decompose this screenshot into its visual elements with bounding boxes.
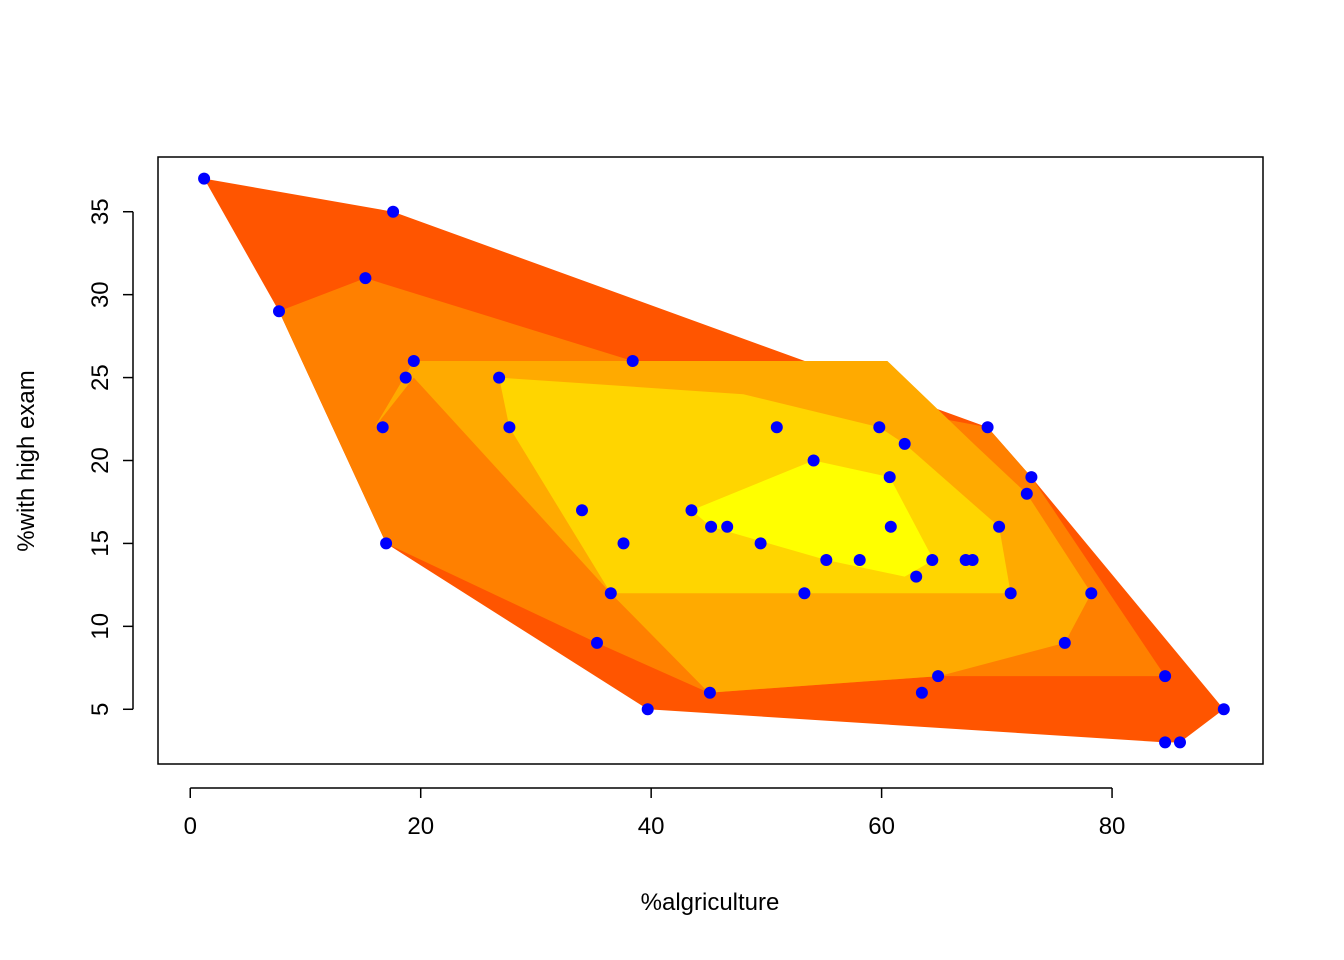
x-axis: 0 20 40 60 80 [184, 787, 1126, 840]
data-point [591, 636, 603, 649]
data-point [1025, 471, 1038, 484]
data-point [1159, 670, 1172, 683]
data-point [884, 520, 897, 533]
data-point [932, 670, 945, 683]
plot-frame [157, 156, 1264, 765]
data-point [873, 421, 886, 434]
x-axis-title: %algriculture [641, 889, 780, 916]
data-points [198, 172, 1230, 749]
data-point [359, 272, 372, 285]
data-point [1004, 587, 1017, 600]
y-tick-label: 35 [87, 198, 114, 225]
data-point [273, 305, 285, 318]
data-point [820, 554, 833, 566]
data-point [407, 355, 420, 367]
y-tick-label: 10 [87, 613, 114, 640]
data-point [883, 471, 896, 484]
data-point [981, 421, 994, 434]
data-point [770, 421, 783, 434]
data-point [1020, 487, 1033, 500]
y-tick-label: 25 [87, 364, 114, 391]
data-point [641, 703, 654, 716]
data-point [576, 504, 588, 517]
data-point [380, 537, 393, 550]
data-point [1159, 736, 1172, 749]
y-tick-label: 15 [87, 530, 114, 557]
data-point [376, 421, 389, 434]
data-point [993, 520, 1006, 533]
data-point [910, 570, 923, 583]
contour-band-5 [691, 460, 934, 577]
data-point [966, 554, 979, 566]
data-point [685, 504, 698, 517]
data-point [387, 205, 400, 218]
data-point [915, 686, 928, 699]
data-point [705, 520, 718, 533]
data-point [617, 537, 630, 550]
data-point [798, 587, 811, 600]
data-point [399, 371, 412, 384]
y-axis-title: %with high exam [13, 370, 40, 551]
y-tick-label: 20 [87, 447, 114, 474]
x-tick-label: 80 [1099, 813, 1126, 840]
data-point [754, 537, 767, 550]
data-point [1085, 587, 1098, 600]
x-tick-label: 20 [407, 813, 434, 840]
y-tick-label: 30 [87, 281, 114, 308]
x-tick-label: 0 [184, 813, 197, 840]
data-point [926, 554, 939, 566]
data-point [721, 520, 734, 533]
x-tick-label: 60 [868, 813, 895, 840]
data-point [503, 421, 516, 434]
data-point [1174, 736, 1186, 749]
data-point [1217, 703, 1230, 716]
data-point [703, 686, 716, 699]
data-point [807, 454, 820, 467]
data-point [604, 587, 617, 600]
data-point [626, 355, 639, 367]
contour-bands [204, 178, 1224, 743]
data-point [853, 554, 866, 566]
data-point [493, 371, 506, 384]
x-tick-label: 40 [638, 813, 665, 840]
data-point [1058, 636, 1071, 649]
data-point [898, 437, 911, 450]
y-tick-label: 5 [87, 703, 114, 716]
data-point [198, 172, 211, 185]
y-axis: 5 10 15 20 25 30 35 [87, 198, 134, 716]
